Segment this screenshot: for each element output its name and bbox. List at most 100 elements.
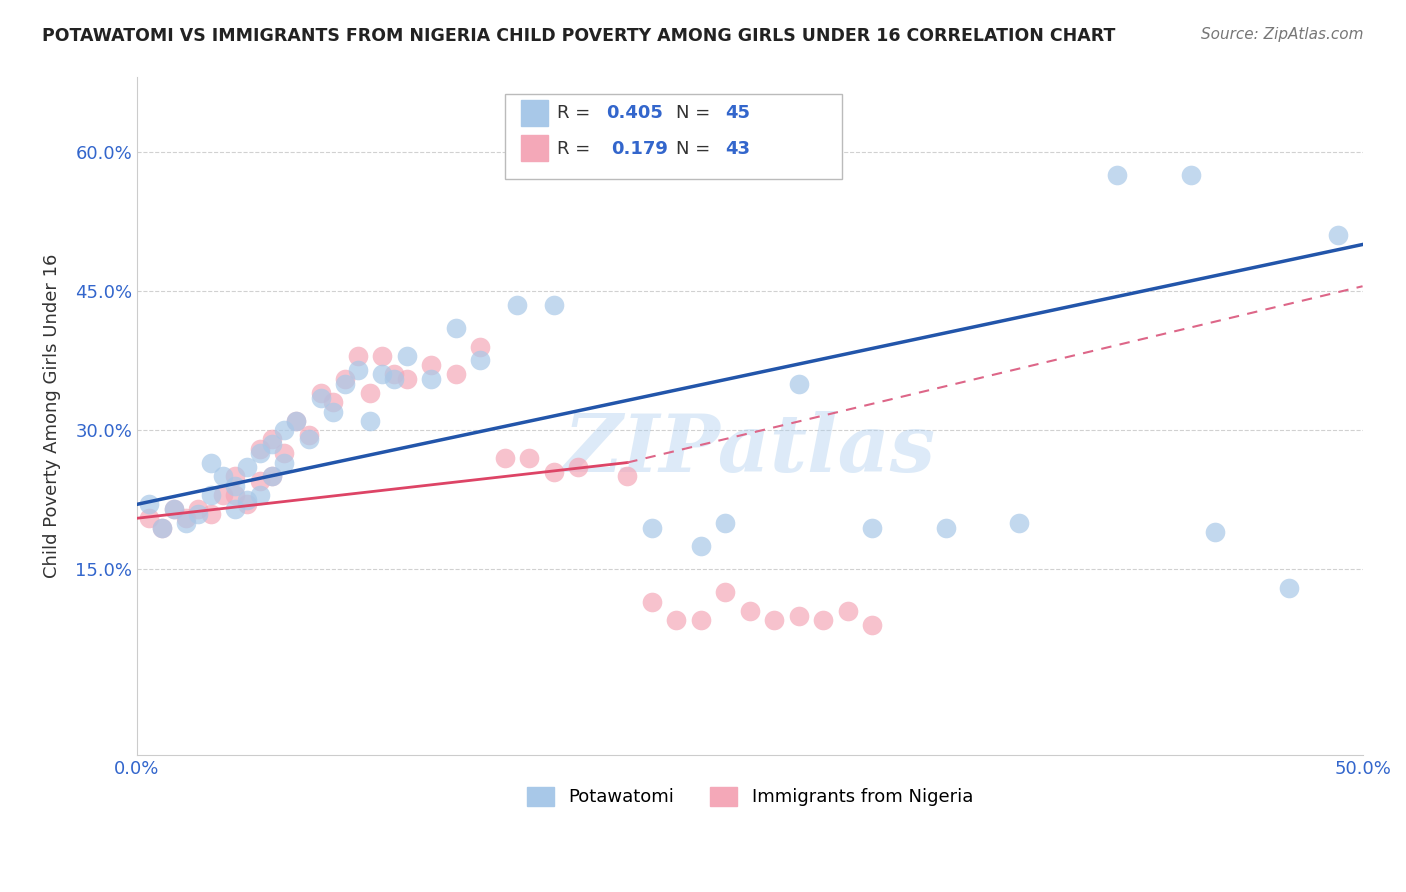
Text: 43: 43	[725, 139, 751, 158]
Point	[249, 446, 271, 460]
Point	[1107, 168, 1129, 182]
Point	[309, 386, 332, 401]
Point	[249, 442, 271, 456]
Point	[260, 437, 283, 451]
Point	[1205, 525, 1227, 540]
Point	[138, 511, 160, 525]
Point	[224, 469, 246, 483]
Point	[714, 516, 737, 530]
Point	[1278, 581, 1301, 595]
FancyBboxPatch shape	[505, 95, 842, 179]
Point	[211, 488, 233, 502]
Text: N =: N =	[676, 139, 716, 158]
Point	[420, 358, 443, 372]
Text: 0.179: 0.179	[612, 139, 668, 158]
Point	[371, 368, 394, 382]
Point	[236, 460, 259, 475]
Point	[174, 511, 197, 525]
Point	[665, 613, 688, 627]
Point	[860, 520, 883, 534]
Point	[174, 516, 197, 530]
Point	[260, 433, 283, 447]
Point	[200, 488, 222, 502]
Point	[346, 363, 368, 377]
Point	[260, 469, 283, 483]
Point	[224, 502, 246, 516]
Point	[1180, 168, 1202, 182]
Bar	[520, 100, 547, 126]
Point	[346, 349, 368, 363]
Point	[187, 502, 209, 516]
Text: N =: N =	[676, 104, 716, 122]
Point	[543, 465, 565, 479]
Point	[787, 376, 810, 391]
Bar	[520, 135, 547, 161]
Point	[297, 427, 319, 442]
Text: 45: 45	[725, 104, 751, 122]
Point	[236, 492, 259, 507]
Text: Source: ZipAtlas.com: Source: ZipAtlas.com	[1201, 27, 1364, 42]
Point	[335, 376, 357, 391]
Point	[285, 414, 308, 428]
Point	[444, 368, 467, 382]
Point	[200, 507, 222, 521]
Point	[285, 414, 308, 428]
Point	[382, 368, 405, 382]
Point	[273, 456, 295, 470]
Point	[738, 604, 761, 618]
Point	[616, 469, 638, 483]
Point	[470, 340, 492, 354]
Point	[1008, 516, 1031, 530]
Point	[359, 386, 381, 401]
Point	[249, 488, 271, 502]
Text: 0.405: 0.405	[606, 104, 664, 122]
Point	[273, 446, 295, 460]
Point	[297, 433, 319, 447]
Point	[224, 479, 246, 493]
Point	[517, 450, 540, 465]
Point	[444, 321, 467, 335]
Point	[787, 608, 810, 623]
Point	[506, 298, 529, 312]
Point	[309, 391, 332, 405]
Point	[322, 404, 344, 418]
Point	[837, 604, 859, 618]
Point	[163, 502, 186, 516]
Point	[567, 460, 589, 475]
Text: R =: R =	[557, 104, 596, 122]
Y-axis label: Child Poverty Among Girls Under 16: Child Poverty Among Girls Under 16	[44, 254, 60, 578]
Point	[260, 469, 283, 483]
Point	[200, 456, 222, 470]
Point	[714, 585, 737, 599]
Text: R =: R =	[557, 139, 602, 158]
Point	[395, 349, 418, 363]
Point	[860, 618, 883, 632]
Point	[371, 349, 394, 363]
Legend: Potawatomi, Immigrants from Nigeria: Potawatomi, Immigrants from Nigeria	[519, 780, 980, 814]
Point	[211, 469, 233, 483]
Point	[273, 423, 295, 437]
Point	[813, 613, 835, 627]
Point	[689, 539, 711, 553]
Point	[249, 474, 271, 488]
Point	[1327, 228, 1350, 243]
Point	[543, 298, 565, 312]
Text: POTAWATOMI VS IMMIGRANTS FROM NIGERIA CHILD POVERTY AMONG GIRLS UNDER 16 CORRELA: POTAWATOMI VS IMMIGRANTS FROM NIGERIA CH…	[42, 27, 1115, 45]
Point	[187, 507, 209, 521]
Point	[395, 372, 418, 386]
Point	[322, 395, 344, 409]
Point	[163, 502, 186, 516]
Point	[470, 353, 492, 368]
Point	[763, 613, 786, 627]
Text: ZIPatlas: ZIPatlas	[564, 411, 936, 489]
Point	[935, 520, 957, 534]
Point	[138, 497, 160, 511]
Point	[236, 497, 259, 511]
Point	[420, 372, 443, 386]
Point	[641, 520, 664, 534]
Point	[641, 595, 664, 609]
Point	[689, 613, 711, 627]
Point	[494, 450, 516, 465]
Point	[335, 372, 357, 386]
Point	[224, 488, 246, 502]
